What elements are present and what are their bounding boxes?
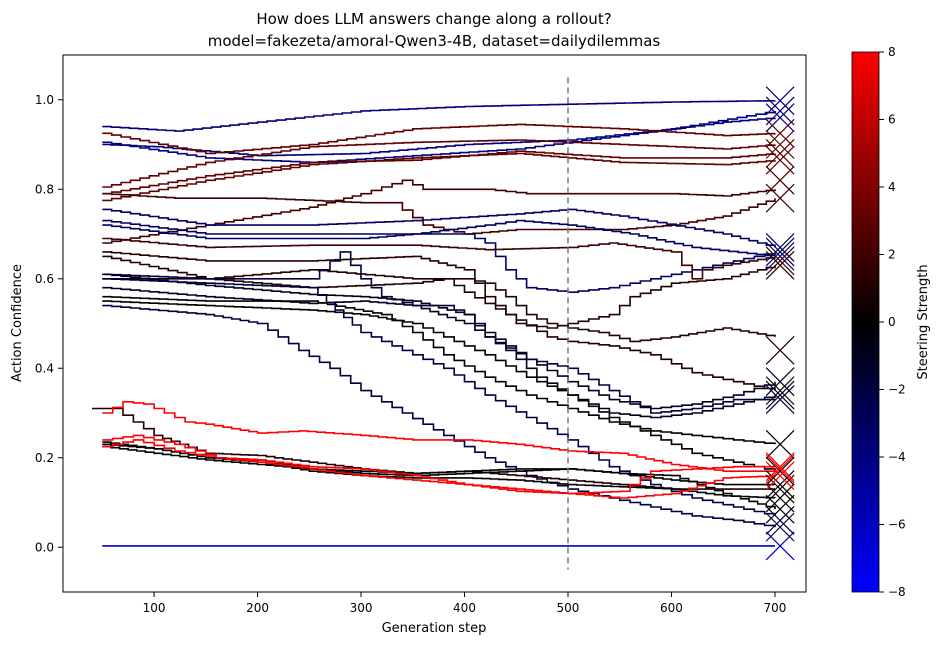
- marker-layer: [765, 86, 795, 561]
- x-tick-label: 600: [660, 601, 683, 615]
- y-tick-label: 0.6: [35, 272, 54, 286]
- end-marker: [765, 145, 795, 175]
- x-tick-label: 300: [350, 601, 373, 615]
- series-line: [102, 300, 776, 472]
- series-line: [102, 443, 776, 499]
- end-marker: [765, 474, 795, 504]
- end-marker: [765, 452, 795, 482]
- series-line: [102, 237, 776, 280]
- y-tick-label: 0.4: [35, 361, 54, 375]
- end-marker: [765, 139, 795, 168]
- end-marker: [765, 461, 795, 491]
- series-line: [102, 208, 776, 248]
- plot-frame: [62, 54, 807, 593]
- end-marker: [765, 250, 795, 280]
- series-line: [102, 152, 776, 202]
- end-marker: [765, 429, 795, 459]
- end-marker: [765, 241, 795, 271]
- series-line: [102, 110, 776, 157]
- end-marker: [765, 505, 795, 535]
- end-marker: [765, 130, 795, 159]
- x-axis-ticks: 100 200 300 400 500 600 700: [143, 592, 787, 615]
- end-marker: [765, 237, 795, 267]
- end-marker: [765, 483, 795, 513]
- series-line: [102, 150, 776, 195]
- colorbar-ticks: −8 −6 −4 −2 0 2 4 6 8: [879, 45, 906, 599]
- colorbar-tick-label: 8: [888, 45, 896, 59]
- x-tick-label: 100: [143, 601, 166, 615]
- y-tick-label: 0.8: [35, 182, 54, 196]
- series-line: [102, 439, 776, 499]
- series-line: [102, 139, 776, 188]
- series-line: [102, 255, 776, 391]
- colorbar-label: Steering Strength: [916, 264, 931, 379]
- colorbar: [851, 51, 880, 593]
- end-marker: [765, 96, 795, 126]
- colorbar-tick-label: 4: [888, 180, 896, 194]
- series-line: [102, 445, 775, 486]
- end-marker: [765, 335, 795, 365]
- x-tick-label: 200: [246, 601, 269, 615]
- chart-title-line2: model=fakezeta/amoral-Qwen3-4B, dataset=…: [208, 32, 661, 50]
- end-marker: [765, 118, 795, 148]
- series-line: [102, 273, 776, 410]
- series-line: [102, 304, 776, 528]
- y-axis-label: Action Confidence: [10, 264, 25, 382]
- y-axis-ticks: 0.0 0.2 0.4 0.6 0.8 1.0: [35, 93, 63, 554]
- series-line: [102, 117, 776, 164]
- series-line: [102, 179, 776, 244]
- end-marker: [765, 494, 795, 524]
- y-tick-label: 0.0: [35, 540, 54, 554]
- x-axis-label: Generation step: [382, 621, 487, 636]
- colorbar-tick-label: 0: [888, 315, 896, 329]
- end-marker: [765, 512, 795, 542]
- colorbar-tick-label: 2: [888, 248, 896, 262]
- series-line: [102, 224, 776, 293]
- colorbar-tick-label: −8: [888, 585, 906, 599]
- colorbar-tick-label: −4: [888, 450, 906, 464]
- y-tick-label: 1.0: [35, 93, 54, 107]
- series-line: [102, 278, 776, 516]
- x-tick-label: 500: [557, 601, 580, 615]
- colorbar-tick-label: 6: [888, 113, 896, 127]
- end-marker: [765, 183, 795, 213]
- end-marker: [765, 165, 795, 195]
- colorbar-tick-label: −2: [888, 383, 906, 397]
- series-line: [102, 123, 776, 155]
- series-layer: [92, 77, 776, 570]
- colorbar-tick-label: −6: [888, 518, 906, 532]
- end-marker: [765, 86, 795, 116]
- chart-title-line1: How does LLM answers change along a roll…: [256, 10, 611, 28]
- end-marker: [765, 380, 795, 410]
- series-line: [102, 441, 776, 510]
- end-marker: [765, 376, 795, 406]
- end-marker: [765, 367, 795, 397]
- end-marker: [765, 233, 795, 262]
- y-tick-label: 0.2: [35, 451, 54, 465]
- end-marker: [765, 454, 795, 484]
- series-line: [102, 192, 776, 235]
- series-line: [102, 295, 776, 445]
- series-line: [92, 407, 775, 490]
- series-line: [102, 286, 776, 419]
- series-line: [102, 100, 776, 132]
- x-tick-label: 400: [453, 601, 476, 615]
- series-line: [102, 269, 776, 343]
- series-line: [102, 251, 776, 329]
- end-marker: [765, 246, 795, 276]
- series-line: [102, 219, 776, 257]
- series-line: [102, 401, 775, 472]
- x-tick-label: 700: [764, 601, 787, 615]
- end-marker: [765, 103, 795, 133]
